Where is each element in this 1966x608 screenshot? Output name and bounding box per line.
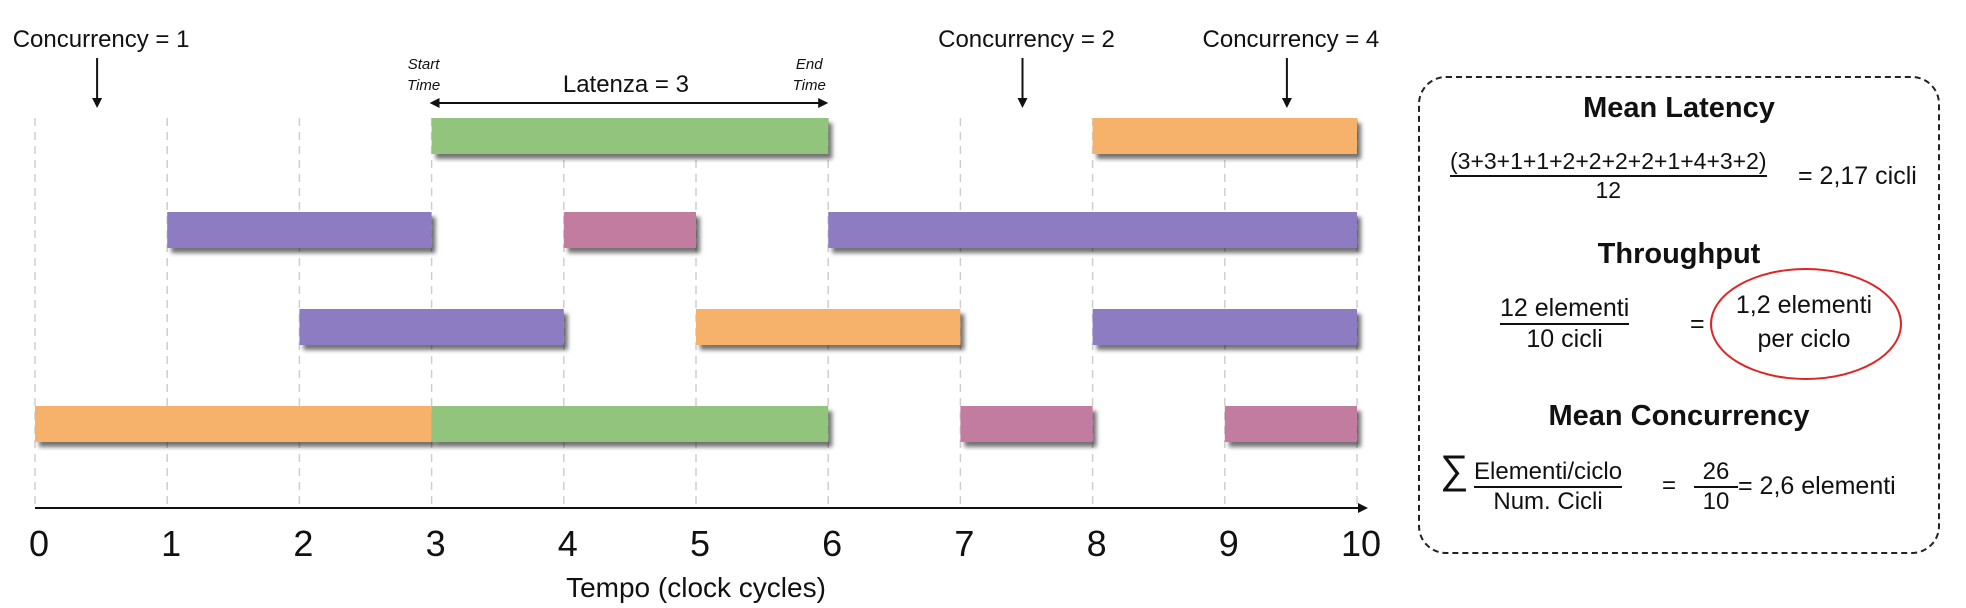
task-bar-row1-2: [1092, 118, 1357, 154]
latency-label: Latenza = 3: [563, 71, 689, 98]
concurrency-numerator: Elementi/ciclo: [1474, 458, 1623, 485]
mean-latency-fraction: (3+3+1+1+2+2+2+2+1+4+3+2) 12: [1450, 148, 1767, 204]
concurrency-label-3: Concurrency = 4: [1203, 26, 1380, 53]
mean-latency-result: = 2,17 cicli: [1798, 162, 1917, 190]
result-highlight-circle: [1710, 268, 1902, 380]
throughput-equals: =: [1690, 310, 1705, 338]
axis-tick-label-10: 10: [1341, 523, 1381, 564]
task-bar-row4-3: [960, 406, 1093, 442]
axis-tick-label-6: 6: [822, 523, 842, 564]
task-bar-row4-2: [431, 406, 829, 442]
mean-latency-numerator: (3+3+1+1+2+2+2+2+1+4+3+2): [1450, 148, 1767, 174]
axis-tick-label-9: 9: [1219, 523, 1239, 564]
axis-tick-label-4: 4: [558, 523, 578, 564]
start-time-label-line2: Time: [407, 77, 440, 94]
concurrency-denominator: Num. Cicli: [1493, 488, 1603, 515]
mean-concurrency-title: Mean Concurrency: [1548, 400, 1810, 432]
task-bar-row4-4: [1224, 406, 1357, 442]
concurrency-value-numerator: 26: [1702, 458, 1730, 485]
axis-tick-label-8: 8: [1087, 523, 1107, 564]
task-bar-row1-1: [431, 118, 829, 154]
throughput-result: 1,2 elementi per ciclo: [1718, 288, 1890, 356]
throughput-fraction: 12 elementi 10 cicli: [1500, 294, 1630, 354]
axis-tick-label-5: 5: [690, 523, 710, 564]
start-time-label-line1: Start: [408, 56, 441, 73]
concurrency-value-fraction: 26 10: [1694, 458, 1738, 516]
throughput-result-line1: 1,2 elementi: [1735, 291, 1873, 319]
mean-latency-denominator: 12: [1595, 177, 1622, 203]
axis-title: Tempo (clock cycles): [566, 572, 826, 603]
throughput-numerator: 12 elementi: [1500, 294, 1630, 322]
axis-tick-label-3: 3: [426, 523, 446, 564]
axis-tick-label-1: 1: [161, 523, 181, 564]
throughput-denominator: 10 cicli: [1526, 325, 1603, 353]
task-bar-row2-1: [167, 212, 432, 248]
axis-tick-label-0: 0: [29, 523, 49, 564]
throughput-title: Throughput: [1597, 238, 1761, 270]
task-bar-row3-1: [299, 309, 564, 345]
end-time-label-line1: End: [796, 56, 823, 73]
concurrency-equals: =: [1662, 472, 1677, 499]
task-bar-row3-3: [1092, 309, 1357, 345]
concurrency-value-denominator: 10: [1702, 488, 1730, 515]
axis-tick-label-2: 2: [293, 523, 313, 564]
concurrency-fraction: Elementi/ciclo Num. Cicli: [1474, 458, 1623, 516]
task-bar-row2-2: [563, 212, 696, 248]
end-time-label-line2: Time: [793, 77, 826, 94]
task-bar-row3-2: [696, 309, 961, 345]
concurrency-label-1: Concurrency = 1: [13, 26, 190, 53]
sigma-symbol: ∑: [1440, 448, 1469, 492]
mean-latency-title: Mean Latency: [1583, 92, 1775, 124]
task-bar-row2-3: [828, 212, 1357, 248]
concurrency-label-2: Concurrency = 2: [938, 26, 1115, 53]
mean-concurrency-result: = 2,6 elementi: [1738, 472, 1896, 500]
throughput-result-line2: per ciclo: [1757, 325, 1851, 353]
metrics-panel: Mean Latency (3+3+1+1+2+2+2+2+1+4+3+2) 1…: [1418, 76, 1940, 554]
axis-tick-label-7: 7: [954, 523, 974, 564]
task-bar-row4-1: [35, 406, 432, 442]
